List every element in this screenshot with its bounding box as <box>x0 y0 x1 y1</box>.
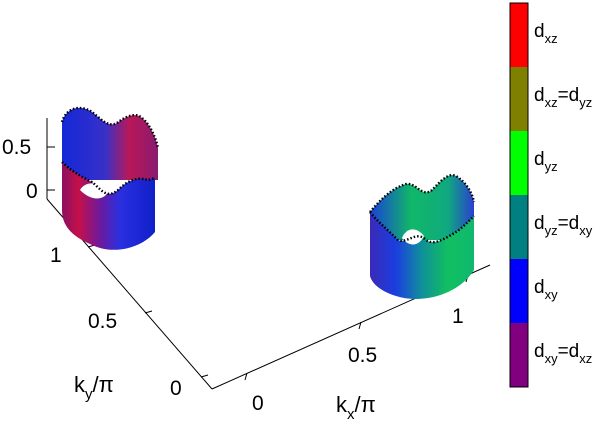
colorbar-segment <box>510 3 528 67</box>
surface-right <box>369 173 476 299</box>
colorbar-label: dxz=dyz <box>534 85 592 110</box>
surface-left-hole <box>80 183 108 199</box>
colorbar-label: dxy=dxz <box>534 341 592 366</box>
surface-right-front-wall <box>370 212 474 299</box>
surface-left-top-edge <box>60 106 160 149</box>
colorbar-label: dyz=dxy <box>534 213 593 238</box>
y-tick-label: 0.5 <box>88 310 117 333</box>
z-tick-label: 0.5 <box>2 136 31 159</box>
colorbar-frame <box>509 2 529 388</box>
surface-left <box>60 106 160 250</box>
surface-right-hole <box>402 229 424 245</box>
surface-left-front-wall <box>62 162 155 250</box>
y-tick-labels: 1 0.5 0 <box>50 244 182 400</box>
z-tick-labels: 0.5 0 <box>2 136 38 203</box>
z-tick-label: 0 <box>26 180 38 203</box>
colorbar-segment <box>510 131 528 195</box>
surface-right-top-edge <box>369 173 476 213</box>
x-tick-label: 0 <box>252 392 264 415</box>
y-axis-label: ky/π <box>74 372 114 403</box>
y-tick <box>200 374 209 378</box>
x-axis-label: kx/π <box>336 392 376 423</box>
surface-left-front-edge <box>61 161 156 196</box>
surface-left-back-wall <box>62 107 158 180</box>
surface-right-front-edge <box>369 211 475 244</box>
x-tick-labels: 0 0.5 1 <box>252 305 464 415</box>
surface-right-back-wall <box>370 175 474 240</box>
x-tick-label: 0.5 <box>348 344 377 367</box>
colorbar-segment <box>510 67 528 131</box>
x-tick-label: 1 <box>452 305 464 328</box>
colorbar-label: dyz <box>534 149 558 174</box>
x-tick <box>244 372 248 381</box>
colorbar-label: dxy <box>534 277 558 302</box>
y-tick-label: 1 <box>50 244 62 267</box>
y-axis-label-tail: /π <box>93 372 114 397</box>
y-tick <box>144 310 153 314</box>
colorbar: dxz dxz=dyz dyz dyz=dxy dxy dxy=dxz <box>509 2 593 388</box>
x-axis-label-main: k <box>336 392 348 417</box>
y-tick-label: 0 <box>170 377 182 400</box>
colorbar-segment <box>510 259 528 323</box>
x-tick <box>358 321 362 330</box>
y-axis-label-main: k <box>74 372 86 397</box>
x-axis-label-sub: x <box>347 406 355 423</box>
colorbar-segment <box>510 195 528 259</box>
y-axis-label-sub: y <box>85 386 93 403</box>
x-axis-label-tail: /π <box>355 392 376 417</box>
colorbar-label: dxz <box>534 21 558 46</box>
colorbar-segment <box>510 323 528 387</box>
